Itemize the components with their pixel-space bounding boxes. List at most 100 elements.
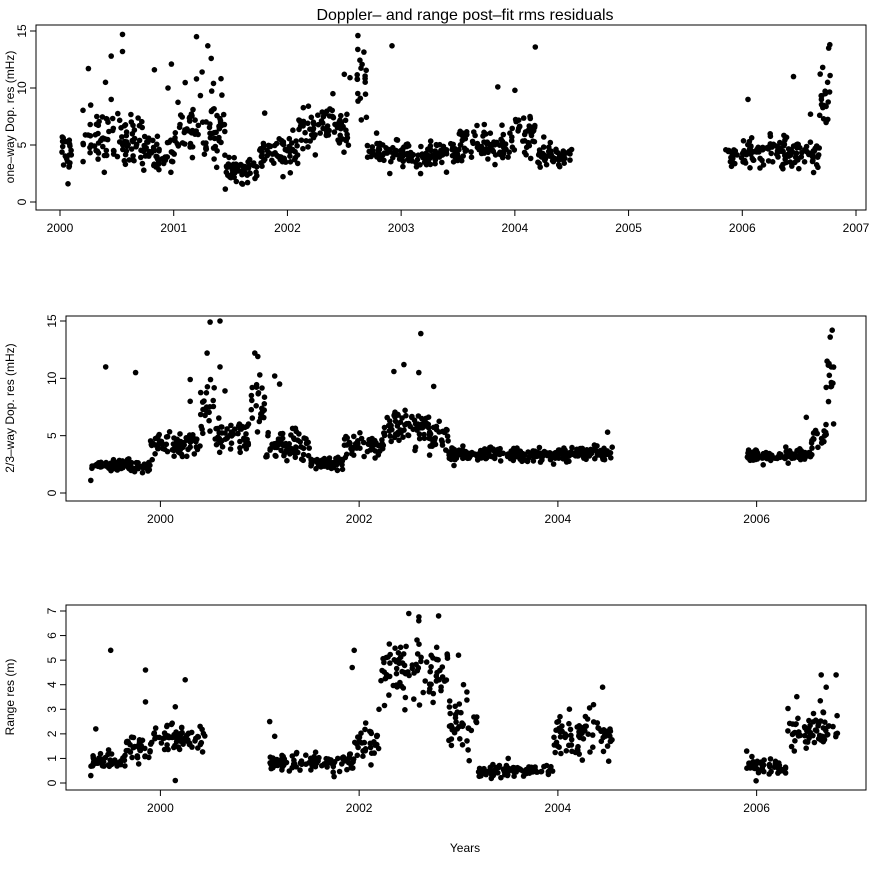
data-point [590,719,597,725]
data-point [456,701,463,707]
data-point [142,699,149,705]
panel-range-residuals: Range res (m) 2000 2002 2004 2006 01234567 … [3,604,867,855]
data-point [355,90,361,97]
data-point [125,747,131,754]
data-point [217,318,223,324]
data-point [222,186,229,192]
data-point [383,671,390,678]
data-point [367,740,374,747]
data-point [223,169,230,176]
data-point [260,140,267,147]
data-point [100,143,106,150]
data-point [450,141,457,148]
data-point [291,446,297,453]
data-point [525,449,531,455]
data-point [208,108,215,115]
data-point [561,450,567,457]
data-point [819,440,825,446]
data-point [169,158,176,165]
data-point [208,88,215,94]
data-point [830,380,836,387]
data-point [107,757,113,763]
data-point [357,57,363,63]
data-point [759,157,765,164]
data-point [495,446,501,453]
data-point [148,441,155,448]
data-point [381,424,388,431]
data-point [284,457,290,464]
data-point [591,442,598,448]
data-point [817,71,823,77]
data-point [298,137,305,143]
data-point [93,726,99,732]
data-point [218,75,224,82]
data-point [210,80,217,87]
data-point [200,140,207,146]
data-point [604,743,611,749]
data-point [151,730,158,736]
data-point [803,147,809,154]
data-point [355,98,361,104]
data-point [306,445,313,451]
data-point [557,734,564,740]
data-point [300,451,307,458]
data-point [369,144,376,150]
data-point [92,132,99,138]
data-point [256,418,263,425]
data-point [187,398,193,405]
data-point [217,440,224,446]
data-point [566,706,573,712]
data-point [89,465,95,472]
data-point [183,435,189,441]
data-point [809,445,815,451]
data-point [801,159,808,165]
x-axis-ticks: 2000 2002 2004 2006 [147,790,770,815]
data-point [465,747,471,753]
data-point [516,123,523,129]
data-point [373,440,379,446]
data-point [305,439,312,446]
data-point [354,752,361,759]
data-point [784,452,790,459]
data-point [147,748,153,754]
data-point [453,719,459,725]
data-point [116,117,123,124]
data-point [440,143,447,150]
data-point [825,398,832,405]
data-point [806,725,812,732]
data-point [417,170,424,177]
data-point [281,452,287,459]
data-point [376,706,382,713]
data-point [536,444,543,451]
data-point [122,151,129,158]
data-point [85,65,92,72]
data-point [387,660,393,666]
data-point [97,460,103,467]
data-point [259,152,265,158]
data-point [361,739,368,746]
x-tick-label: 2006 [743,512,770,526]
data-point [358,65,364,71]
y-tick-label: 5 [45,656,59,663]
data-point [454,709,461,715]
data-point [589,448,596,454]
data-point [823,684,829,690]
data-point [379,437,385,443]
data-point [222,430,228,436]
data-point [384,414,391,421]
data-point [464,697,470,703]
data-point [549,768,556,774]
data-point [582,452,589,459]
data-point [131,135,138,142]
data-point [184,453,190,460]
data-point [341,71,348,78]
data-point [311,753,317,760]
data-point [356,738,363,745]
data-point [448,456,455,463]
data-point [416,614,422,620]
data-point [233,178,240,185]
data-point [600,748,607,755]
data-point [280,442,287,449]
data-point [439,159,445,166]
data-points [59,31,833,192]
